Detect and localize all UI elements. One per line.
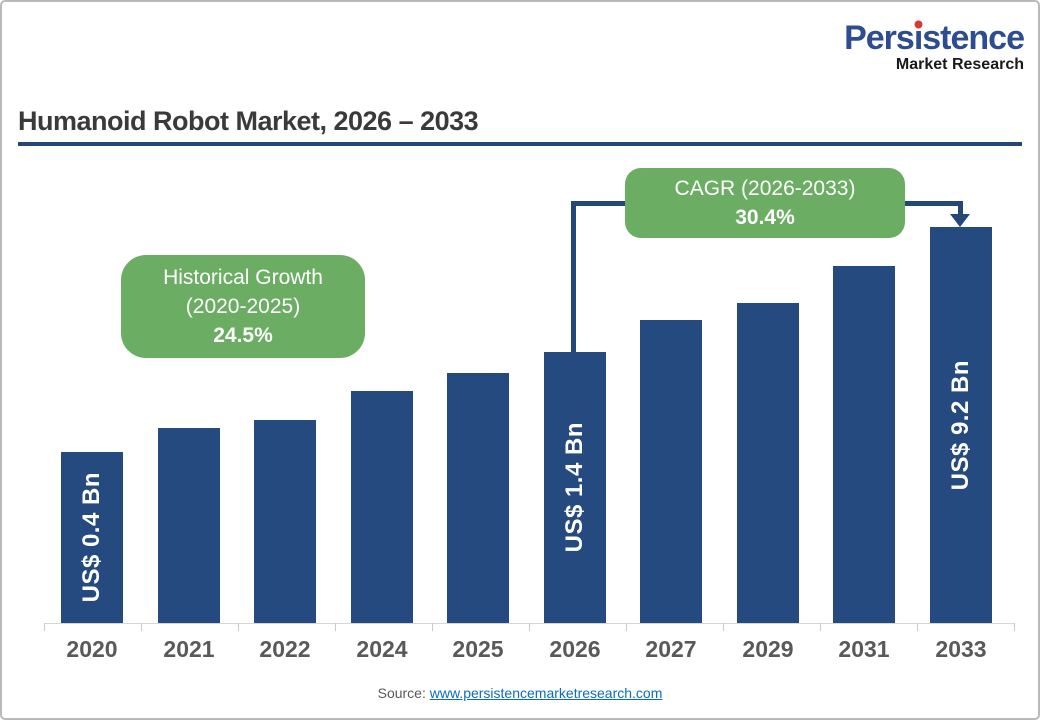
historical-growth-value: 24.5% [213, 324, 273, 347]
x-axis-label-2022: 2022 [259, 636, 311, 662]
historical-growth-line2: (2020-2025) [185, 295, 301, 318]
cagr-connector-left-horizontal [571, 201, 625, 206]
bar-2025 [447, 373, 509, 623]
source-prefix: Source: [377, 685, 426, 701]
bar-2031 [833, 266, 895, 623]
logo-wordmark: Persı stence [844, 19, 1025, 57]
bar-2029 [737, 303, 799, 623]
cagr-arrow-down-icon [950, 214, 970, 227]
x-axis-tick [335, 623, 336, 631]
cagr-line1: CAGR (2026-2033) [674, 177, 856, 200]
cagr-connector-left-vertical [571, 201, 576, 352]
source-line: Source: www.persistencemarketresearch.co… [0, 685, 1040, 701]
bar-2022 [254, 420, 316, 623]
bar-value-label-2033: US$ 9.2 Bn [947, 359, 974, 491]
cagr-connector-right-horizontal [905, 201, 963, 206]
bar-value-label-2026: US$ 1.4 Bn [561, 422, 588, 553]
logo: Persı stence Market Research [844, 19, 1025, 73]
source-link[interactable]: www.persistencemarketresearch.com [429, 685, 663, 701]
x-axis-label-2033: 2033 [935, 636, 987, 662]
x-axis-label-2029: 2029 [742, 636, 794, 662]
bar-value-label-2020: US$ 0.4 Bn [78, 472, 105, 603]
x-axis-tick [141, 623, 142, 631]
bar-2021 [158, 428, 220, 623]
x-axis-label-2027: 2027 [645, 636, 697, 662]
historical-growth-line1: Historical Growth [163, 266, 323, 289]
x-axis-tick [1014, 623, 1015, 631]
bar-2020: US$ 0.4 Bn [61, 452, 123, 623]
x-axis-tick [820, 623, 821, 631]
title-underline [18, 142, 1022, 146]
x-axis-tick [723, 623, 724, 631]
bar-2024 [351, 391, 413, 623]
x-axis-label-2026: 2026 [549, 636, 601, 662]
x-axis-tick [44, 623, 45, 631]
x-axis-label-2021: 2021 [163, 636, 215, 662]
cagr-connector-right-vertical [958, 201, 963, 216]
bar-2026: US$ 1.4 Bn [544, 352, 606, 623]
x-axis-label-2025: 2025 [452, 636, 504, 662]
cagr-value: 30.4% [735, 206, 795, 229]
historical-growth-callout: Historical Growth (2020-2025) 24.5% [121, 255, 365, 358]
logo-subtitle: Market Research [895, 56, 1024, 73]
x-axis-label-2020: 2020 [66, 636, 118, 662]
bar-2033: US$ 9.2 Bn [930, 227, 992, 623]
x-axis-tick [917, 623, 918, 631]
x-axis-label-2031: 2031 [838, 636, 890, 662]
page-title: Humanoid Robot Market, 2026 – 2033 [18, 106, 479, 136]
x-axis-tick [529, 623, 530, 631]
x-axis-label-2024: 2024 [356, 636, 408, 662]
x-axis-tick [238, 623, 239, 631]
x-axis-tick [432, 623, 433, 631]
bar-2027 [640, 320, 702, 623]
x-axis-tick [626, 623, 627, 631]
logo-i-red-dot-icon: ı [913, 19, 924, 57]
cagr-callout: CAGR (2026-2033) 30.4% [625, 168, 905, 238]
